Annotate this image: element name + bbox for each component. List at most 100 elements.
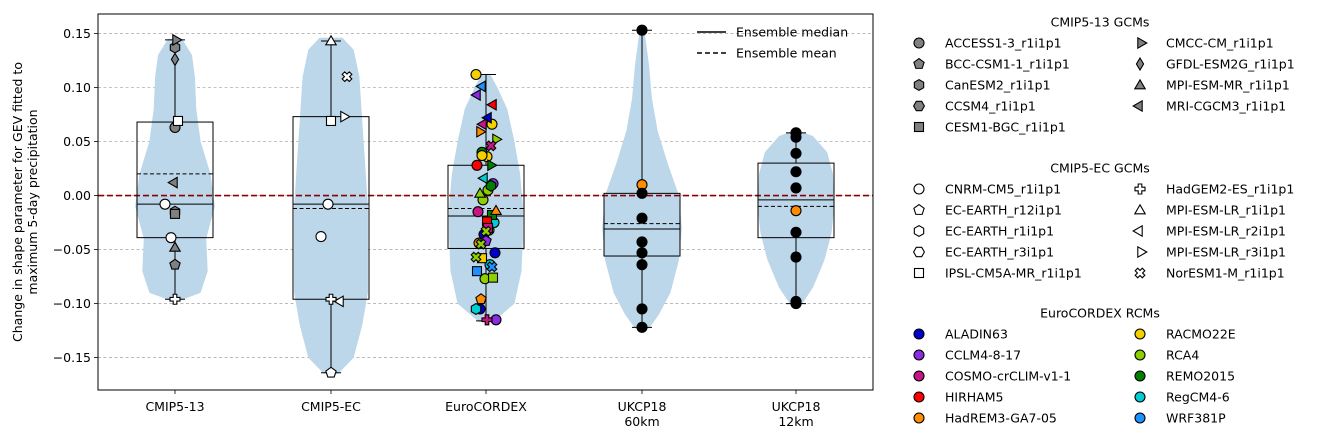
legend-section-title: CMIP5-13 GCMs: [1051, 15, 1150, 30]
data-point: [322, 198, 334, 210]
legend-marker: [912, 100, 926, 112]
points-2: [470, 68, 503, 326]
legend-item-label: MRI-CGCM3_r1i1p1: [1166, 99, 1286, 114]
outer-legend: CMIP5-13 GCMs ACCESS1-3_r1i1p1 BCC-CSM1-1_…: [912, 15, 1295, 426]
data-point: [168, 241, 182, 252]
data-point: [485, 140, 497, 152]
x-tick-label: 12km: [778, 414, 813, 429]
data-point: [340, 110, 351, 123]
data-point: [790, 298, 802, 310]
x-tick-label: UKCP18: [618, 399, 667, 414]
legend-marker: [1132, 99, 1143, 113]
legend-marker: [913, 267, 925, 279]
data-point: [159, 198, 171, 210]
data-point-shape: [475, 238, 487, 250]
legend-item-label: MPI-ESM-LR_r1i1p1: [1166, 203, 1286, 218]
plot-frame: [97, 13, 874, 391]
data-point: [636, 247, 648, 259]
y-tick-label: −0.05: [53, 242, 91, 257]
data-point: [481, 314, 493, 326]
legend-marker: [1137, 245, 1148, 259]
data-point: [636, 321, 648, 333]
legend-item-label: CCSM4_r1i1p1: [945, 99, 1036, 114]
data-point: [487, 159, 498, 172]
data-point-shape: [480, 225, 492, 237]
data-point: [473, 187, 487, 198]
data-point: [169, 258, 181, 270]
legend-item-label: HadREM3-GA7-05: [945, 411, 1057, 426]
legend-marker: [913, 78, 925, 92]
data-point: [169, 293, 181, 305]
legend-item-label: CESM1-BGC_r1i1p1: [945, 120, 1066, 135]
legend-marker: [1134, 328, 1146, 340]
data-point: [790, 182, 802, 194]
data-point: [790, 251, 802, 263]
legend-marker: [913, 349, 925, 361]
data-point: [333, 295, 344, 308]
data-point: [636, 187, 648, 199]
data-point: [167, 176, 178, 189]
data-point: [489, 204, 503, 215]
inner-legend: Ensemble median Ensemble mean: [697, 25, 848, 61]
legend-section-title: CMIP5-EC GCMs: [1050, 161, 1150, 176]
legend-marker: [913, 391, 925, 403]
data-point: [636, 24, 648, 36]
legend-item-label: MPI-ESM-LR_r2i1p1: [1166, 224, 1286, 239]
legend-item-label: CNRM-CM5_r1i1p1: [945, 182, 1061, 197]
legend-item-label: ALADIN63: [945, 327, 1008, 342]
data-point: [636, 236, 648, 248]
legend-label: Ensemble median: [736, 25, 848, 40]
data-point: [471, 159, 483, 171]
data-point: [790, 205, 802, 217]
legend-item-label: CanESM2_r1i1p1: [945, 78, 1051, 93]
legend-marker: [1134, 183, 1146, 195]
data-point: [492, 133, 503, 146]
legend-marker: [1137, 36, 1148, 50]
legend-item-label: GFDL-ESM2G_r1i1p1: [1166, 57, 1295, 72]
legend-item-label: CMCC-CM_r1i1p1: [1166, 36, 1274, 51]
x-tick-label: 60km: [624, 414, 659, 429]
data-point: [636, 259, 648, 271]
data-point: [315, 231, 327, 243]
data-point: [636, 212, 648, 224]
box-iqr: [447, 164, 525, 249]
data-point: [486, 261, 498, 273]
data-point: [172, 115, 184, 127]
legend-item-label: EC-EARTH_r12i1p1: [945, 203, 1062, 218]
y-tick-label: 0.10: [63, 80, 91, 95]
data-point: [325, 366, 337, 378]
legend-marker: [913, 183, 925, 195]
data-point: [472, 206, 484, 218]
legend-marker: [1135, 56, 1145, 72]
data-point: [790, 166, 802, 178]
legend-marker: [913, 37, 925, 49]
data-point: [476, 118, 487, 131]
points-0: [159, 33, 184, 305]
legend-item-label: RegCM4-6: [1166, 390, 1230, 405]
legend-marker: [1134, 391, 1146, 403]
legend-label: Ensemble mean: [736, 46, 837, 61]
legend-item-label: RCA4: [1166, 348, 1199, 363]
legend-marker: [1134, 349, 1146, 361]
legend-item-label: CCLM4-8-17: [945, 348, 1021, 363]
data-point-shape: [341, 71, 353, 83]
y-tick-label: 0.00: [63, 188, 91, 203]
y-axis-label: Change in shape parameter for GEV fitted…: [10, 62, 40, 342]
data-point: [487, 272, 499, 283]
violin-0: [135, 38, 215, 301]
data-point: [470, 68, 482, 81]
legend-item-label: HadGEM2-ES_r1i1p1: [1166, 182, 1294, 197]
legend-marker: [913, 370, 925, 382]
legend-item-label: MPI-ESM-LR_r3i1p1: [1166, 245, 1286, 260]
legend-marker: [1132, 224, 1143, 238]
y-tick-label: −0.15: [53, 350, 91, 365]
data-point: [477, 172, 488, 185]
data-point: [475, 293, 487, 305]
legend-marker: [913, 121, 925, 133]
data-point: [790, 226, 802, 238]
data-point: [790, 131, 802, 143]
legend-marker: [913, 203, 925, 215]
legend-item-label: REMO2015: [1166, 369, 1235, 384]
data-point: [470, 251, 482, 263]
